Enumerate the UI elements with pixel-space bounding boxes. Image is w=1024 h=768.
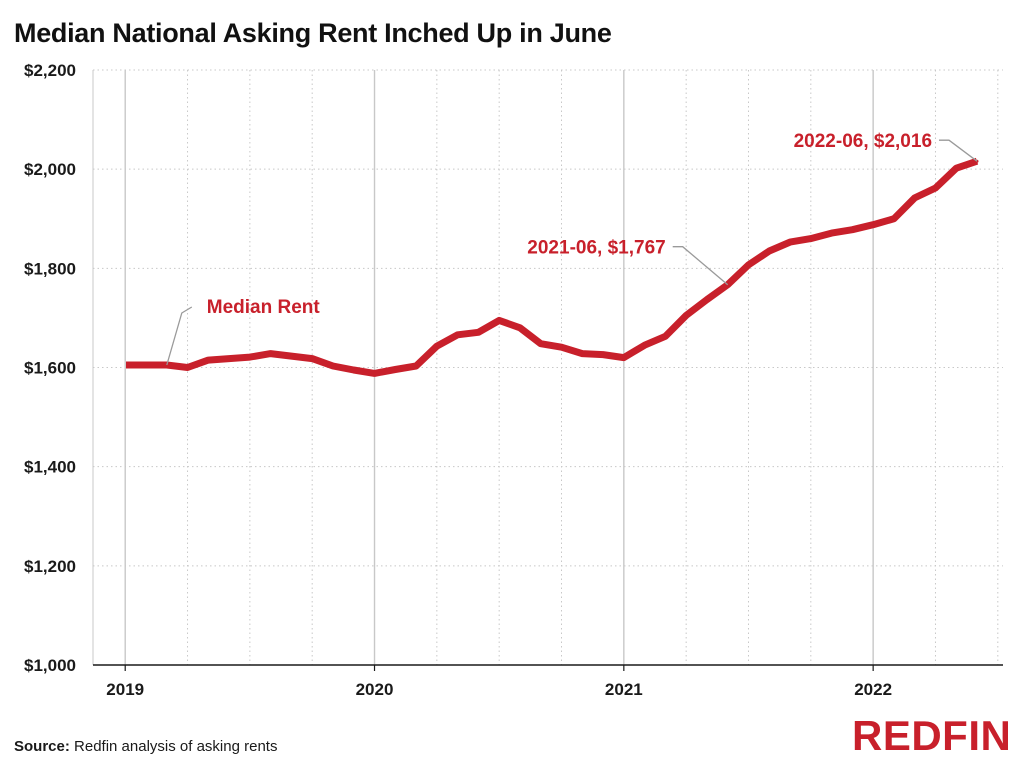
y-tick-label: $2,200 bbox=[24, 61, 76, 80]
data-point bbox=[393, 368, 397, 371]
data-point bbox=[560, 345, 563, 349]
source-label: Source: bbox=[14, 738, 70, 755]
y-tick-label: $1,000 bbox=[24, 656, 76, 675]
data-point bbox=[373, 371, 376, 375]
series-line-median-rent bbox=[126, 157, 979, 377]
annotation-leader bbox=[672, 246, 729, 286]
data-point bbox=[767, 249, 771, 253]
data-point bbox=[663, 334, 667, 338]
data-point bbox=[476, 330, 480, 334]
annotation-label: 2022-06, $2,016 bbox=[794, 131, 932, 152]
data-point bbox=[186, 366, 189, 369]
x-tick-label: 2022 bbox=[854, 680, 892, 699]
x-tick-label: 2019 bbox=[106, 680, 144, 699]
data-point bbox=[705, 298, 709, 302]
data-point bbox=[747, 263, 750, 267]
chart-title: Median National Asking Rent Inched Up in… bbox=[14, 18, 612, 48]
data-point bbox=[331, 364, 335, 368]
annotation-leader bbox=[939, 139, 978, 162]
data-point bbox=[580, 352, 584, 356]
data-point bbox=[414, 364, 418, 368]
data-point bbox=[871, 223, 875, 227]
data-point bbox=[497, 318, 501, 322]
redfin-logo: REDFIN bbox=[852, 712, 1012, 759]
annotation-label: 2021-06, $1,767 bbox=[527, 238, 665, 259]
data-point bbox=[518, 326, 522, 330]
data-point bbox=[934, 186, 937, 190]
y-tick-label: $1,400 bbox=[24, 458, 76, 477]
data-point bbox=[144, 363, 148, 367]
data-point bbox=[788, 240, 792, 244]
data-point bbox=[892, 217, 896, 221]
data-point bbox=[248, 355, 252, 359]
data-point bbox=[954, 166, 958, 170]
data-point bbox=[601, 353, 605, 357]
x-tick-label: 2021 bbox=[605, 680, 643, 699]
annotation-leader bbox=[166, 306, 193, 366]
data-point bbox=[206, 358, 210, 362]
series-points bbox=[144, 159, 979, 375]
y-tick-label: $1,600 bbox=[24, 359, 76, 378]
data-point bbox=[809, 237, 813, 241]
data-point bbox=[622, 356, 626, 360]
annotation-label: Median Rent bbox=[207, 297, 321, 318]
data-point bbox=[684, 313, 688, 317]
grid-lines bbox=[92, 69, 1003, 665]
data-point bbox=[913, 196, 917, 200]
source-text: Redfin analysis of asking rents bbox=[74, 738, 278, 755]
data-point bbox=[352, 368, 356, 372]
data-point bbox=[435, 344, 439, 348]
source-note: Source: Redfin analysis of asking rents bbox=[14, 738, 277, 755]
y-axis-ticks: $1,000 $1,200 $1,400 $1,600 $1,800 $2,000 $2,2… bbox=[24, 61, 76, 675]
y-tick-label: $1,200 bbox=[24, 557, 76, 576]
x-axis-ticks: 2019 2020 2021 2022 bbox=[106, 665, 892, 699]
y-tick-label: $2,000 bbox=[24, 160, 76, 179]
data-point bbox=[456, 333, 460, 337]
data-point bbox=[310, 357, 314, 361]
data-point bbox=[227, 357, 231, 361]
y-tick-label: $1,800 bbox=[24, 259, 76, 278]
data-point bbox=[289, 354, 293, 358]
annotations: Median Rent 2021-06, $1,767 2022-06, $2,01… bbox=[166, 131, 978, 366]
data-point bbox=[850, 228, 854, 232]
data-point bbox=[643, 343, 647, 347]
x-tick-label: 2020 bbox=[356, 680, 394, 699]
data-point bbox=[539, 342, 543, 346]
data-point bbox=[269, 352, 273, 356]
data-point bbox=[830, 231, 834, 235]
